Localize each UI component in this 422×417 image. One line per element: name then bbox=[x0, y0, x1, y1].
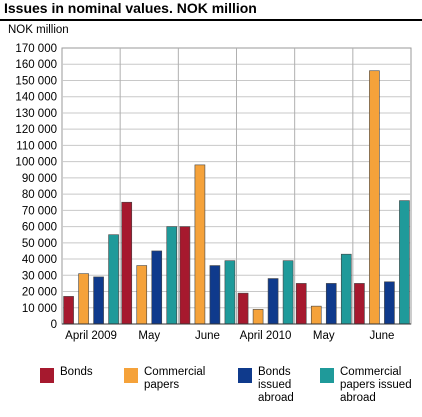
y-tick-label: 70 000 bbox=[22, 205, 57, 217]
legend-swatch-bonds bbox=[40, 368, 54, 383]
x-tick-label: April 2010 bbox=[240, 330, 292, 342]
x-tick-label: May bbox=[313, 330, 335, 342]
bar bbox=[340, 253, 352, 325]
x-tick-label: June bbox=[369, 330, 394, 342]
y-tick-label: 150 000 bbox=[15, 75, 57, 87]
bar bbox=[194, 164, 206, 325]
y-tick-label: 60 000 bbox=[22, 222, 57, 234]
bar-chart: 0 10 000 20 000 30 000 40 000 50 000 60 000 70 … bbox=[15, 43, 412, 342]
bar bbox=[282, 260, 294, 325]
bar bbox=[78, 273, 89, 325]
bar bbox=[267, 278, 279, 325]
legend-item-bonds-issued-abroad: Bonds issued abroad bbox=[238, 366, 294, 405]
bar bbox=[237, 292, 249, 325]
y-tick-label: 50 000 bbox=[22, 238, 57, 250]
y-tick-label: 40 000 bbox=[22, 254, 57, 266]
bar bbox=[136, 265, 148, 325]
bar bbox=[209, 265, 221, 325]
y-tick-label: 30 000 bbox=[22, 270, 57, 282]
bar bbox=[93, 276, 104, 325]
bar bbox=[295, 283, 307, 325]
bar bbox=[121, 201, 133, 325]
y-tick-label: 160 000 bbox=[15, 59, 57, 71]
title-divider bbox=[0, 19, 422, 21]
bar bbox=[384, 281, 395, 325]
y-tick-label: 20 000 bbox=[22, 287, 57, 299]
y-tick-label: 10 000 bbox=[22, 303, 57, 315]
legend-swatch-commercial-papers bbox=[124, 368, 138, 383]
y-tick-label: 80 000 bbox=[22, 189, 57, 201]
legend-label-bonds-issued-abroad: Bonds issued abroad bbox=[258, 366, 294, 404]
bar bbox=[252, 309, 264, 325]
y-tick-label: 140 000 bbox=[15, 92, 57, 104]
y-axis-label: NOK million bbox=[8, 24, 69, 36]
bar bbox=[310, 305, 322, 325]
legend-item-bonds: Bonds bbox=[40, 366, 93, 383]
bar bbox=[179, 226, 191, 325]
x-tick-label: May bbox=[138, 330, 160, 342]
legend-item-commercial-papers-issued-abroad: Commercial papers issued abroad bbox=[320, 366, 412, 405]
legend-label-commercial-papers: Commercial papers bbox=[144, 366, 206, 391]
bar bbox=[354, 283, 365, 325]
legend-swatch-bonds-issued-abroad bbox=[238, 368, 252, 383]
y-tick-label: 100 000 bbox=[15, 157, 57, 169]
bar bbox=[224, 260, 236, 325]
legend-label-commercial-papers-issued-abroad: Commercial papers issued abroad bbox=[340, 366, 412, 404]
bar bbox=[369, 70, 380, 325]
bar bbox=[63, 296, 74, 325]
y-tick-label: 90 000 bbox=[22, 173, 57, 185]
y-tick-label: 130 000 bbox=[15, 108, 57, 120]
x-tick-label: April 2009 bbox=[65, 330, 117, 342]
bar bbox=[325, 283, 337, 325]
y-tick-label: 0 bbox=[51, 319, 57, 331]
legend-item-commercial-papers: Commercial papers bbox=[124, 366, 205, 392]
bar bbox=[399, 200, 410, 325]
bar bbox=[151, 250, 163, 325]
y-tick-label: 120 000 bbox=[15, 124, 57, 136]
bar bbox=[108, 234, 119, 325]
legend-swatch-commercial-papers-issued-abroad bbox=[320, 368, 334, 383]
legend: Bonds Commercial papers Bonds issued abr… bbox=[0, 366, 422, 416]
y-tick-label: 110 000 bbox=[16, 140, 57, 152]
x-tick-label: June bbox=[195, 330, 220, 342]
y-tick-label: 170 000 bbox=[15, 43, 57, 55]
legend-label-bonds: Bonds bbox=[60, 366, 93, 378]
bar bbox=[166, 226, 178, 325]
chart-title: Issues in nominal values. NOK million bbox=[4, 0, 257, 16]
